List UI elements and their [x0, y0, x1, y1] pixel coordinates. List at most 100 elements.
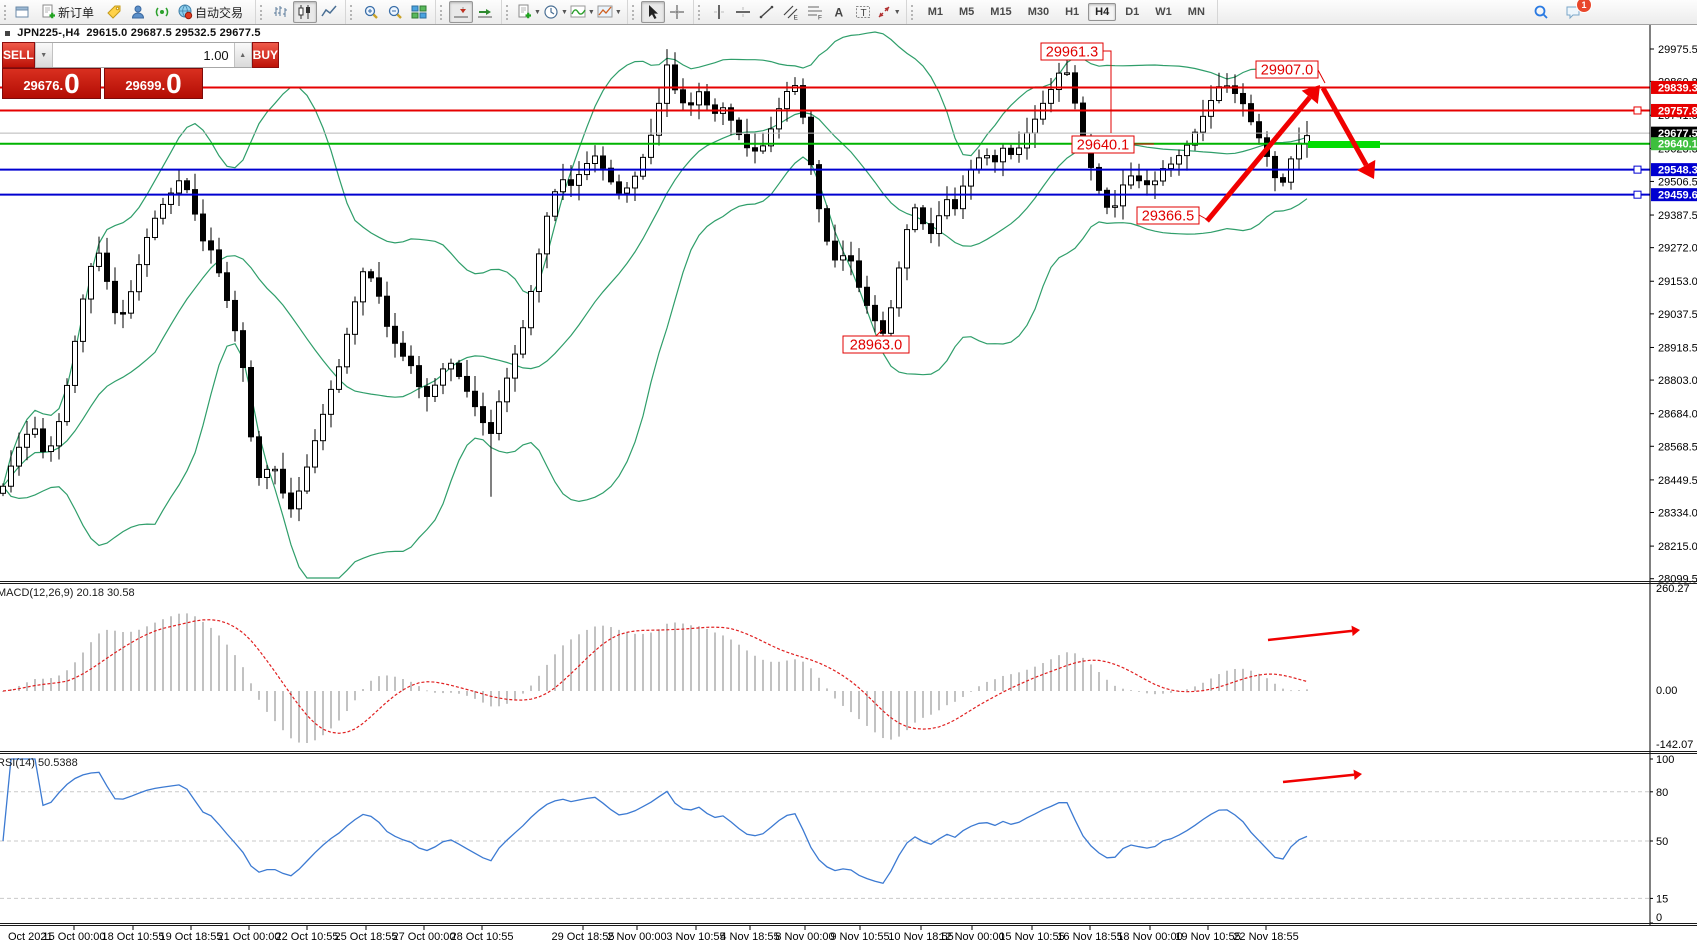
chart-shift-button[interactable]	[449, 1, 474, 23]
vline-icon	[713, 5, 724, 19]
arrows-menu-button[interactable]: ▼	[875, 1, 902, 23]
dropdown-arrow-icon[interactable]: ▼	[534, 8, 541, 16]
line-chart-button[interactable]	[317, 1, 341, 23]
volume-input[interactable]	[52, 43, 234, 67]
sell-button[interactable]: SELL	[2, 42, 35, 68]
chart-annotations[interactable]: 29961.3 29907.0 29640.1 29366.5 28963.0	[842, 42, 1380, 784]
buy-price-main: 29699.	[125, 78, 166, 93]
chat-button[interactable]: 1	[1561, 0, 1592, 23]
time-tick-label: 27 Oct 00:00	[393, 931, 456, 943]
clipped-window-icon[interactable]	[13, 1, 37, 23]
periods-menu-button[interactable]: ▼	[542, 1, 569, 23]
auto-scroll-button[interactable]	[473, 1, 497, 23]
new-order-button[interactable]: 新订单	[37, 1, 102, 23]
timeframe-m15-button[interactable]: M15	[990, 6, 1012, 18]
dropdown-arrow-icon[interactable]: ▼	[560, 8, 568, 16]
price-callout-box[interactable]	[1136, 206, 1200, 225]
time-tick-label: 28 Oct 10:55	[451, 931, 514, 943]
price-callout-box[interactable]	[1040, 42, 1104, 61]
chart-window-icon	[5, 31, 10, 36]
volume-decrease-button[interactable]: ▼	[34, 43, 53, 67]
timeframe-d1-button[interactable]: D1	[1125, 6, 1140, 18]
crosshair-button[interactable]	[665, 1, 689, 23]
indicators-menu-button[interactable]: ▼	[569, 1, 596, 23]
pane-separator[interactable]	[0, 923, 1697, 926]
tile-windows-button[interactable]	[407, 1, 431, 23]
line-handle[interactable]	[1633, 190, 1642, 199]
rsi-indicator-label: RSI(14) 50.5388	[0, 757, 78, 769]
price-tick-label: 28684.0	[1658, 409, 1697, 421]
rsi-pane[interactable]: RSI(14) 50.5388	[0, 757, 1650, 899]
macd-scale-label: 0.00	[1656, 685, 1677, 697]
macd-pane[interactable]: MACD(12,26,9) 20.18 30.58	[0, 587, 1308, 743]
autoscroll-icon	[478, 9, 493, 18]
timeframe-mn-button[interactable]: MN	[1187, 6, 1205, 18]
horizontal-line-button[interactable]	[731, 1, 755, 23]
vertical-line-button[interactable]	[707, 1, 731, 23]
toolbar-group	[436, 0, 503, 24]
dropdown-arrow-icon[interactable]: ▼	[614, 8, 622, 16]
signals-button[interactable]	[150, 1, 174, 23]
trend-arrow-head[interactable]	[1351, 625, 1360, 637]
zoom-out-button[interactable]	[383, 1, 407, 23]
trendline-button[interactable]	[755, 1, 779, 23]
price-callout-box[interactable]	[1071, 135, 1135, 154]
timeframe-h4-button[interactable]: H4	[1088, 3, 1117, 21]
toolbar-grip[interactable]	[440, 4, 445, 20]
trend-arrow-head[interactable]	[1301, 85, 1320, 105]
line-handle[interactable]	[1633, 165, 1642, 174]
pane-separator[interactable]	[0, 581, 1697, 584]
toolbar-group: E F A T ▼	[694, 0, 907, 24]
timeframe-m5-button[interactable]: M5	[959, 6, 975, 18]
text-button[interactable]: A	[827, 1, 851, 23]
buy-button[interactable]: BUY	[251, 42, 280, 68]
quotes-button[interactable]	[102, 1, 126, 23]
toolbar-group: ▼ ▼ ▼ ▼	[502, 0, 628, 24]
toolbar-grip[interactable]	[350, 4, 355, 20]
trend-arrow-head[interactable]	[1357, 159, 1376, 179]
toolbar-grip[interactable]	[697, 4, 703, 20]
rsi-line[interactable]	[2, 758, 1308, 885]
price-level-badge	[1651, 188, 1697, 202]
timeframe-m30-button[interactable]: M30	[1027, 6, 1050, 18]
toolbar-grip[interactable]	[4, 4, 9, 20]
fibonacci-button[interactable]: F	[803, 1, 827, 23]
price-axis[interactable]: 29975.529860.829741.029623.329506.529387…	[1649, 24, 1697, 926]
templates-menu-button[interactable]: ▼	[596, 1, 623, 23]
candlestick-chart-button[interactable]	[293, 1, 318, 23]
dropdown-arrow-icon[interactable]: ▼	[893, 8, 901, 16]
timeframe-m1-button[interactable]: M1	[927, 6, 943, 18]
horizontal-level-lines[interactable]	[0, 86, 1650, 199]
toolbar-grip[interactable]	[631, 4, 637, 20]
timeframe-w1-button[interactable]: W1	[1155, 6, 1172, 18]
trend-arrow-head[interactable]	[1353, 769, 1362, 781]
macd-signal-line[interactable]	[2, 619, 1308, 734]
toolbar-grip[interactable]	[260, 4, 265, 20]
market-watch-button[interactable]	[126, 1, 150, 23]
auto-trading-button[interactable]: 自动交易	[174, 1, 251, 23]
green-highlight-bar[interactable]	[1308, 141, 1380, 148]
buy-price-display[interactable]: 29699. 0	[104, 68, 203, 99]
text-label-button[interactable]: T	[851, 1, 875, 23]
price-tick-label: 28334.0	[1658, 508, 1697, 520]
price-callout-box[interactable]	[1255, 60, 1319, 79]
search-button[interactable]	[1529, 1, 1553, 23]
time-tick-label: 15 Nov 10:55	[999, 931, 1064, 943]
indicator-icon	[570, 5, 586, 18]
line-handle[interactable]	[1633, 106, 1642, 115]
sell-price-display[interactable]: 29676. 0	[2, 68, 101, 99]
toolbar-grip[interactable]	[506, 4, 511, 20]
cursor-button[interactable]	[640, 1, 665, 23]
toolbar-grip[interactable]	[910, 4, 916, 20]
timeframe-h1-button[interactable]: H1	[1065, 6, 1080, 18]
dropdown-arrow-icon[interactable]: ▼	[587, 8, 595, 16]
volume-increase-button[interactable]: ▲	[233, 43, 252, 67]
pane-separator[interactable]	[0, 751, 1697, 754]
new-order-menu-button[interactable]: ▼	[515, 1, 542, 23]
equidistant-channel-button[interactable]: E	[779, 1, 803, 23]
bar-chart-button[interactable]	[269, 1, 293, 23]
zoom-in-button[interactable]	[359, 1, 383, 23]
price-callout-box[interactable]	[842, 335, 910, 354]
